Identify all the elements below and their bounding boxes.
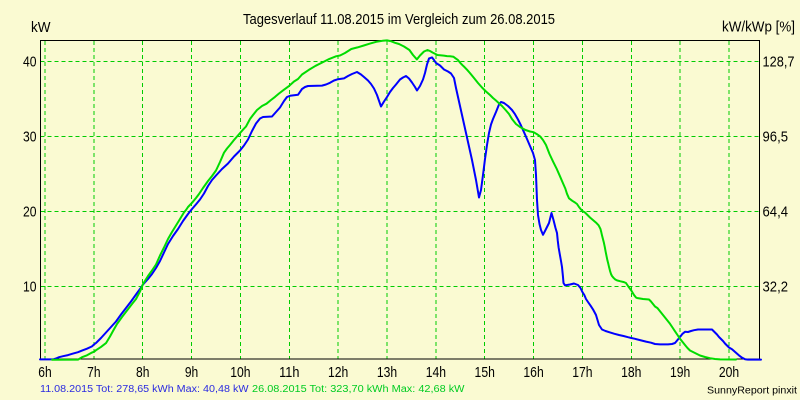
svg-text:SunnyReport pinxit: SunnyReport pinxit [707, 386, 797, 397]
svg-text:14h: 14h [426, 364, 446, 381]
svg-text:15h: 15h [475, 364, 495, 381]
svg-text:26.08.2015 Tot: 323,70 kWh Max: 26.08.2015 Tot: 323,70 kWh Max: 42,68 kW [252, 384, 465, 395]
svg-text:18h: 18h [621, 364, 641, 381]
svg-text:Tagesverlauf 11.08.2015 im Ver: Tagesverlauf 11.08.2015 im Vergleich zum… [243, 11, 555, 28]
svg-text:32,2: 32,2 [763, 278, 789, 295]
svg-text:11h: 11h [279, 364, 299, 381]
svg-text:17h: 17h [572, 364, 592, 381]
svg-text:11.08.2015 Tot: 278,65 kWh Max: 11.08.2015 Tot: 278,65 kWh Max: 40,48 kW [40, 384, 249, 395]
svg-text:12h: 12h [328, 364, 348, 381]
svg-text:13h: 13h [377, 364, 397, 381]
svg-text:8h: 8h [136, 364, 149, 381]
svg-text:kW/kWp [%]: kW/kWp [%] [722, 19, 795, 36]
svg-text:6h: 6h [38, 364, 51, 381]
svg-text:10: 10 [23, 278, 37, 295]
svg-text:16h: 16h [523, 364, 543, 381]
svg-text:10h: 10h [230, 364, 250, 381]
svg-text:20: 20 [23, 203, 37, 220]
svg-text:20h: 20h [719, 364, 739, 381]
svg-text:9h: 9h [185, 364, 198, 381]
svg-text:40: 40 [23, 53, 37, 70]
svg-text:19h: 19h [670, 364, 690, 381]
svg-text:kW: kW [31, 19, 51, 36]
svg-text:64,4: 64,4 [763, 203, 789, 220]
svg-text:96,5: 96,5 [763, 128, 789, 145]
svg-text:7h: 7h [87, 364, 100, 381]
svg-text:30: 30 [23, 128, 37, 145]
svg-text:128,7: 128,7 [763, 53, 795, 70]
